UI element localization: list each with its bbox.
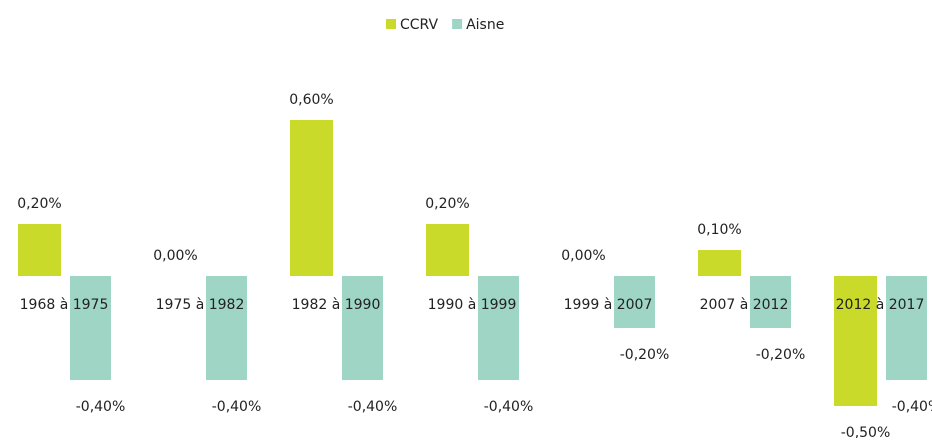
bar [698, 250, 741, 276]
bar [834, 276, 877, 406]
data-label: 0,10% [697, 222, 741, 238]
bar [886, 276, 927, 380]
bar [426, 224, 469, 276]
bar [70, 276, 111, 380]
data-label: -0,20% [620, 347, 670, 363]
data-label: 0,20% [17, 196, 61, 212]
bar [18, 224, 61, 276]
legend-label: CCRV [400, 17, 439, 33]
legend-swatch [452, 19, 463, 29]
x-tick-label: 2007 à 2012 [700, 297, 789, 313]
x-tick-label: 1999 à 2007 [564, 297, 653, 313]
bar [478, 276, 519, 380]
x-tick-label: 2012 à 2017 [836, 297, 925, 313]
bar [206, 276, 247, 380]
x-tick-label: 1975 à 1982 [156, 297, 245, 313]
x-tick-label: 1990 à 1999 [428, 297, 517, 313]
x-tick-label: 1982 à 1990 [292, 297, 381, 313]
bar [290, 120, 333, 276]
data-label: 0,00% [153, 248, 197, 264]
data-label: 0,60% [289, 92, 333, 108]
data-label: -0,40% [484, 399, 534, 415]
data-label: -0,40% [892, 399, 932, 415]
legend-swatch [386, 19, 396, 29]
bar [342, 276, 383, 380]
data-label: 0,00% [561, 248, 605, 264]
bar [750, 276, 791, 328]
data-label: -0,40% [76, 399, 126, 415]
data-label: -0,40% [212, 399, 262, 415]
data-label: -0,40% [348, 399, 398, 415]
legend-label: Aisne [466, 17, 504, 33]
data-label: -0,50% [841, 425, 891, 438]
data-label: 0,20% [425, 196, 469, 212]
x-tick-label: 1968 à 1975 [20, 297, 109, 313]
bar [614, 276, 655, 328]
data-label: -0,20% [756, 347, 806, 363]
